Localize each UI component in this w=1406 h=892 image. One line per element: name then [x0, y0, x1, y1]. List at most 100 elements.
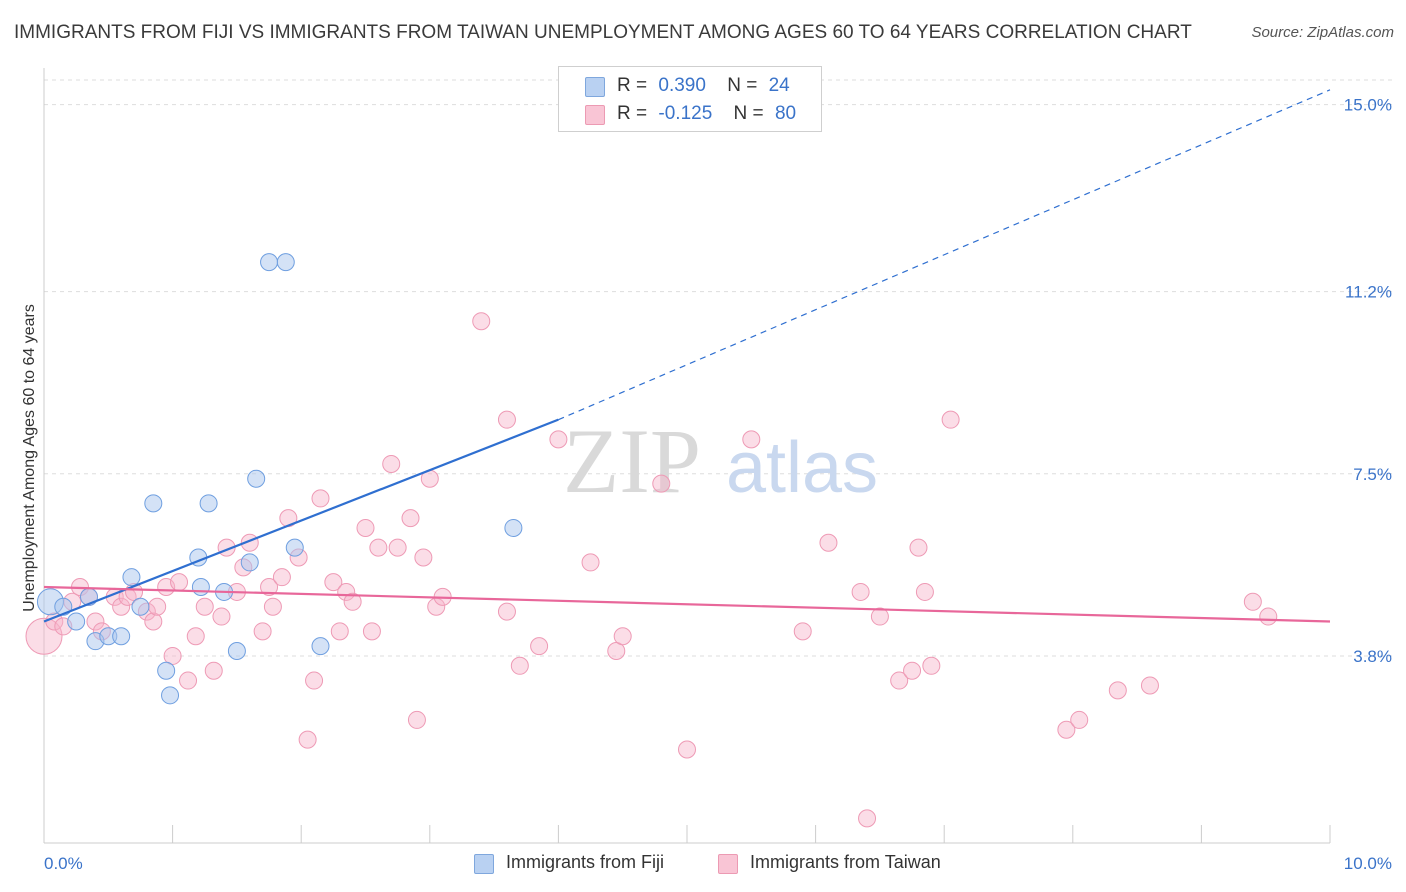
taiwan-point — [362, 622, 381, 641]
taiwan-point — [1243, 592, 1262, 611]
fiji-point — [157, 661, 176, 680]
taiwan-point — [1057, 720, 1076, 739]
taiwan-point — [497, 602, 516, 621]
fiji-point — [191, 578, 210, 597]
fiji-point — [199, 494, 218, 513]
taiwan-point — [742, 430, 761, 449]
fiji-point — [504, 518, 523, 537]
fiji-points — [36, 253, 523, 705]
taiwan-point — [25, 617, 63, 655]
taiwan-stats: R = -0.125 N = 80 — [617, 103, 796, 127]
taiwan-point — [311, 489, 330, 508]
taiwan-point — [613, 627, 632, 646]
fiji-point — [67, 612, 86, 631]
taiwan-r-value: -0.125 — [658, 103, 713, 124]
taiwan-point — [851, 582, 870, 601]
taiwan-point — [330, 622, 349, 641]
fiji-point — [112, 627, 131, 646]
taiwan-point — [195, 597, 214, 616]
taiwan-point — [1108, 681, 1127, 700]
fiji-trend-line — [43, 418, 559, 623]
fiji-point — [122, 568, 141, 587]
fiji-point — [311, 637, 330, 656]
taiwan-point — [549, 430, 568, 449]
fiji-swatch — [585, 77, 605, 97]
taiwan-point — [510, 656, 529, 675]
taiwan-point — [298, 730, 317, 749]
legend-taiwan-swatch — [718, 854, 738, 874]
taiwan-point — [204, 661, 223, 680]
taiwan-point — [369, 538, 388, 557]
x-tick-label: 0.0% — [44, 854, 83, 873]
r-label: R = — [617, 75, 648, 96]
legend-fiji-label: Immigrants from Fiji — [506, 852, 665, 872]
fiji-point — [161, 686, 180, 705]
taiwan-point — [1259, 607, 1278, 626]
taiwan-point — [414, 548, 433, 567]
legend-taiwan-label: Immigrants from Taiwan — [750, 852, 941, 872]
taiwan-point — [652, 474, 671, 493]
taiwan-point — [1070, 710, 1089, 729]
taiwan-point — [112, 597, 131, 616]
fiji-point — [285, 538, 304, 557]
axes — [43, 68, 1331, 844]
taiwan-point — [581, 553, 600, 572]
taiwan-point — [870, 607, 889, 626]
taiwan-point — [388, 538, 407, 557]
taiwan-point — [170, 573, 189, 592]
fiji-trend-extension — [558, 89, 1331, 421]
taiwan-point — [407, 710, 426, 729]
taiwan-point — [382, 454, 401, 473]
trend-lines — [43, 89, 1331, 623]
taiwan-point — [915, 582, 934, 601]
taiwan-trend-line — [43, 585, 1331, 623]
fiji-n-value: 24 — [768, 75, 790, 96]
fiji-point — [247, 469, 266, 488]
taiwan-point — [858, 809, 877, 828]
fiji-point — [227, 642, 246, 661]
taiwan-point — [941, 410, 960, 429]
taiwan-point — [324, 573, 343, 592]
fiji-point — [131, 597, 150, 616]
taiwan-point — [305, 671, 324, 690]
tick-labels: 3.8% 7.5% 11.2% 15.0% 0.0% 10.0% — [44, 96, 1392, 873]
fiji-point — [54, 597, 73, 616]
taiwan-point — [909, 538, 928, 557]
taiwan-point — [1140, 676, 1159, 695]
fiji-r-value: 0.390 — [658, 75, 706, 96]
taiwan-n-value: 80 — [774, 103, 797, 124]
taiwan-point — [903, 661, 922, 680]
fiji-point — [260, 253, 279, 272]
taiwan-swatch — [585, 105, 605, 125]
taiwan-point — [144, 612, 163, 631]
taiwan-point — [272, 568, 291, 587]
n-label: N = — [733, 103, 764, 124]
taiwan-point — [819, 533, 838, 552]
taiwan-point — [260, 578, 279, 597]
taiwan-point — [186, 627, 205, 646]
taiwan-point — [148, 597, 167, 616]
taiwan-point — [530, 637, 549, 656]
fiji-point — [144, 494, 163, 513]
taiwan-point — [472, 312, 491, 331]
taiwan-point — [86, 612, 105, 631]
fiji-point — [276, 253, 295, 272]
correlation-legend: R = 0.390 N = 24 R = -0.125 N = 80 — [558, 66, 822, 132]
watermark-atlas: atlas — [726, 428, 878, 508]
taiwan-point — [678, 740, 696, 759]
taiwan-point — [497, 410, 516, 429]
taiwan-points — [25, 312, 1278, 828]
n-label: N = — [727, 75, 758, 96]
watermark-zip: ZIP — [563, 410, 701, 512]
taiwan-point — [356, 518, 375, 537]
fiji-point — [240, 553, 259, 572]
source-label: Source: ZipAtlas.com — [1251, 24, 1394, 41]
taiwan-point — [922, 656, 941, 675]
legend-fiji-swatch — [474, 854, 494, 874]
taiwan-point — [401, 509, 420, 528]
y-tick-label: 15.0% — [1344, 96, 1392, 115]
taiwan-point — [890, 671, 909, 690]
y-axis-label: Unemployment Among Ages 60 to 64 years — [21, 304, 38, 612]
chart-title: IMMIGRANTS FROM FIJI VS IMMIGRANTS FROM … — [14, 22, 1192, 43]
